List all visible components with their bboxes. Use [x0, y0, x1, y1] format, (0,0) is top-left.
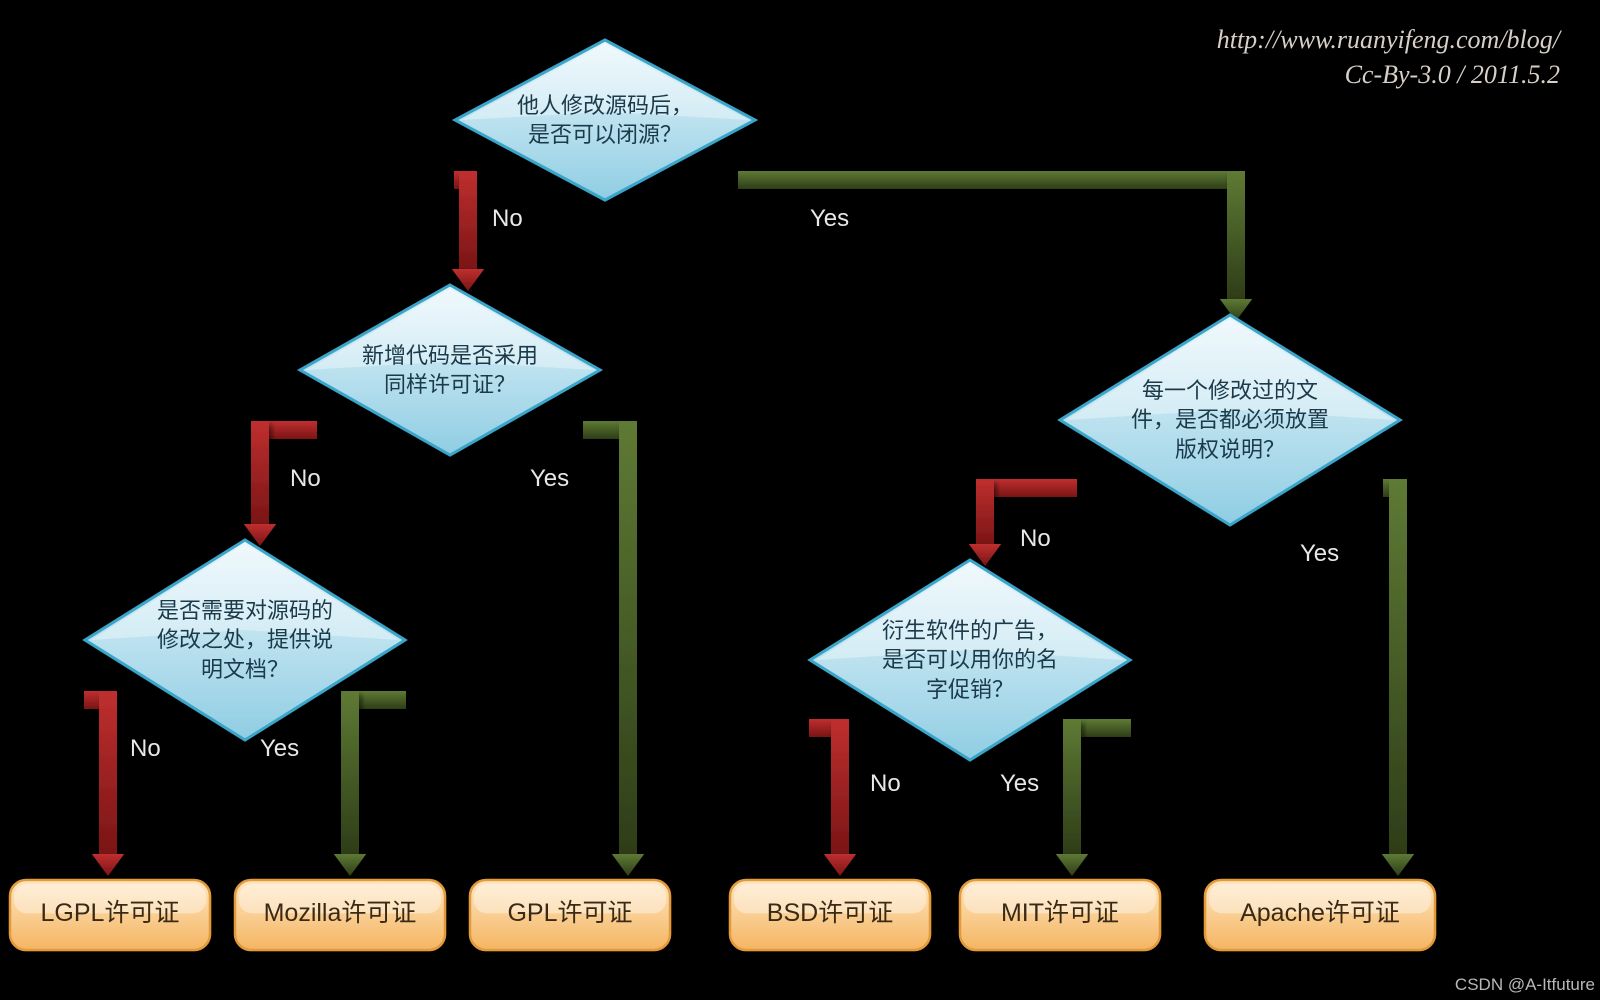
arrowhead-icon	[92, 854, 124, 876]
edge-q2-gpl-v	[619, 421, 637, 854]
edge-q1-q4	[738, 171, 1245, 189]
attribution: http://www.ruanyifeng.com/blog/ Cc-By-3.…	[1217, 22, 1560, 92]
arrowhead-icon	[334, 854, 366, 876]
edge-q1-q4-v	[1227, 171, 1245, 299]
gloss	[14, 884, 206, 913]
edge-q4-apache-v	[1389, 479, 1407, 854]
gloss	[91, 544, 399, 640]
arrowhead-icon	[824, 854, 856, 876]
gloss	[306, 289, 594, 370]
gloss	[239, 884, 441, 913]
edge-q4-q5-v	[976, 479, 994, 544]
edge-q2-q3-v	[251, 421, 269, 524]
edge-q5-mit-v	[1063, 719, 1081, 854]
edge-q5-bsd-v	[831, 719, 849, 854]
gloss	[1209, 884, 1431, 913]
gloss	[1066, 319, 1394, 420]
watermark: CSDN @A-Itfuture	[1455, 975, 1595, 995]
flowchart-canvas	[0, 0, 1600, 1000]
edge-q1-q2-v	[459, 171, 477, 269]
edge-q3-mozilla-v	[341, 691, 359, 854]
gloss	[474, 884, 666, 913]
gloss	[461, 44, 749, 120]
attribution-license: Cc-By-3.0 / 2011.5.2	[1217, 57, 1560, 92]
gloss	[816, 564, 1124, 660]
arrowhead-icon	[1056, 854, 1088, 876]
attribution-url: http://www.ruanyifeng.com/blog/	[1217, 22, 1560, 57]
gloss	[964, 884, 1156, 913]
arrowhead-icon	[1382, 854, 1414, 876]
arrowhead-icon	[612, 854, 644, 876]
gloss	[734, 884, 926, 913]
edge-q3-lgpl-v	[99, 691, 117, 854]
